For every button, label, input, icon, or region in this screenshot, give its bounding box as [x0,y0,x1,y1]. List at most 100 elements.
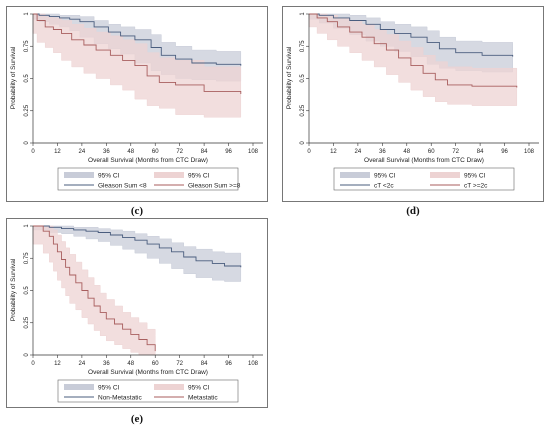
x-tick-label: 36 [103,361,110,367]
survival-line-2 [309,13,518,88]
x-tick-label: 36 [103,149,110,155]
y-tick-label: 1 [24,12,30,16]
survival-lines [33,13,242,94]
legend-label: 95% CI [98,173,120,180]
x-ticks: 0 12 24 36 48 60 72 84 96 108 [31,355,259,367]
legend-label: cT <2c [374,183,394,190]
y-tick-label: 0 [24,141,30,145]
legend-box [57,379,239,403]
survival-line-2 [33,13,242,94]
legend-swatch-band [154,172,184,178]
legend-label: 95% CI [188,385,210,392]
x-axis-label: Overall Survival (Months from CTC Draw) [88,369,208,376]
x-tick-label: 48 [127,149,134,155]
x-tick-label: 36 [379,149,386,155]
legend-swatch-band [64,172,94,178]
x-tick-label: 96 [501,149,508,155]
y-axis-label: Probability of Survival [286,46,293,109]
x-tick-label: 24 [79,149,86,155]
y-axis-label: Probability of Survival [10,258,17,321]
legend-label: 95% CI [98,385,120,392]
legend-label: 95% CI [464,173,486,180]
legend-box [333,167,515,191]
y-ticks: 0 0.25 0.5 0.75 1 [300,12,309,145]
x-tick-label: 24 [355,149,362,155]
y-tick-label: 0.25 [24,104,30,116]
x-ticks: 0 12 24 36 48 60 72 84 96 108 [31,143,259,155]
x-tick-label: 0 [31,149,35,155]
y-ticks: 0 0.25 0.5 0.75 1 [24,224,33,357]
x-tick-label: 48 [127,361,134,367]
ci-band-1 [32,225,242,282]
x-tick-label: 84 [201,149,208,155]
legend-label: 95% CI [188,173,210,180]
y-tick-label: 0.5 [300,74,306,83]
x-ticks: 0 12 24 36 48 60 72 84 96 108 [307,143,535,155]
y-tick-label: 0.75 [24,40,30,52]
x-axis-label: Overall Survival (Months from CTC Draw) [88,157,208,164]
survival-line-2 [33,225,156,352]
legend-label: Gleason Sum <8 [98,183,147,190]
km-chart-c: 0 0.25 0.5 0.75 1 0 12 24 36 48 60 72 84 96 108 Overa… [6,6,268,202]
legend-label: cT >=2c [464,183,488,190]
x-tick-label: 72 [176,149,183,155]
y-axis-label: Probability of Survival [10,46,17,109]
y-tick-label: 0.75 [300,40,306,52]
x-tick-label: 24 [79,361,86,367]
survival-lines [309,13,518,88]
legend: 95% CI 95% CI cT <2c cT >=2c [340,172,488,190]
legend-label: 95% CI [374,173,396,180]
legend-swatch-band [430,172,460,178]
km-panel-d: 0 0.25 0.5 0.75 1 0 12 24 36 48 60 72 84 96 108 Overa… [282,6,544,202]
ci-bands [308,13,518,106]
x-tick-label: 108 [524,149,535,155]
x-tick-label: 48 [403,149,410,155]
x-tick-label: 84 [477,149,484,155]
x-tick-label: 60 [428,149,435,155]
x-tick-label: 60 [152,149,159,155]
legend-box [57,167,239,191]
legend: 95% CI 95% CI Non-Metastatic Metastatic [64,384,218,402]
x-tick-label: 0 [307,149,311,155]
survival-line-1 [33,225,242,268]
legend-swatch-band [154,384,184,390]
x-tick-label: 84 [201,361,208,367]
x-tick-label: 72 [176,361,183,367]
x-tick-label: 108 [248,149,259,155]
x-tick-label: 12 [330,149,337,155]
survival-line-1 [309,13,514,57]
y-tick-label: 1 [300,12,306,16]
y-ticks: 0 0.25 0.5 0.75 1 [24,12,33,145]
y-tick-label: 0.25 [300,104,306,116]
y-tick-label: 0 [24,353,30,357]
survival-lines [33,225,242,352]
x-tick-label: 12 [54,361,61,367]
caption-d: (d) [406,205,420,217]
legend-label: Metastatic [188,395,218,402]
x-tick-label: 72 [452,149,459,155]
km-panel-e: 0 0.25 0.5 0.75 1 0 12 24 36 48 60 72 84 96 108 Overa… [6,218,268,408]
km-panel-c: 0 0.25 0.5 0.75 1 0 12 24 36 48 60 72 84 96 108 Overa… [6,6,268,202]
x-tick-label: 0 [31,361,35,367]
y-tick-label: 1 [24,224,30,228]
y-tick-label: 0.5 [24,286,30,295]
legend-label: Non-Metastatic [98,395,142,402]
km-chart-d: 0 0.25 0.5 0.75 1 0 12 24 36 48 60 72 84 96 108 Overa… [282,6,544,202]
x-tick-label: 12 [54,149,61,155]
legend: 95% CI 95% CI Gleason Sum <8 Gleason Sum >=… [64,172,241,190]
survival-line-1 [33,13,242,66]
y-tick-label: 0.5 [24,74,30,83]
legend-label: Gleason Sum >=8 [188,183,241,190]
y-tick-label: 0.75 [24,252,30,264]
km-chart-e: 0 0.25 0.5 0.75 1 0 12 24 36 48 60 72 84 96 108 Overa… [6,218,268,408]
y-tick-label: 0.25 [24,316,30,328]
caption-c: (c) [130,205,144,217]
x-tick-label: 96 [225,149,232,155]
caption-e: (e) [130,413,144,425]
legend-swatch-band [340,172,370,178]
x-tick-label: 96 [225,361,232,367]
x-axis-label: Overall Survival (Months from CTC Draw) [364,157,484,164]
x-tick-label: 60 [152,361,159,367]
y-tick-label: 0 [300,141,306,145]
legend-swatch-band [64,384,94,390]
